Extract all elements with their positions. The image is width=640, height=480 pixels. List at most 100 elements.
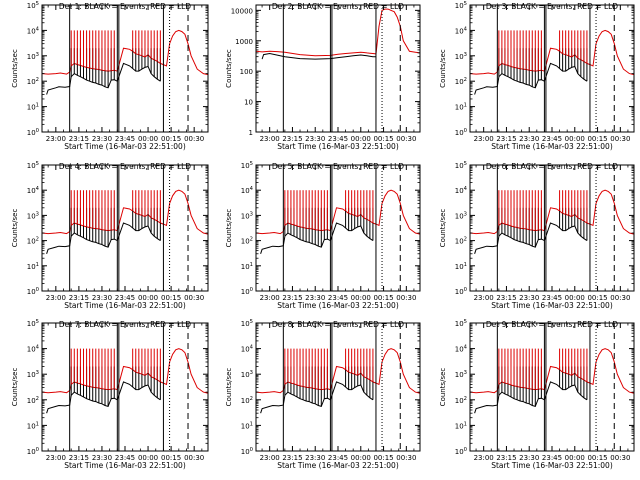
y-tick-label: 102 <box>455 237 467 246</box>
y-axis-label: Counts/sec <box>225 368 233 407</box>
x-tick-label: 23:30 <box>305 454 325 462</box>
x-tick-label: 23:00 <box>260 135 280 143</box>
y-tick-label: 10000 <box>231 7 253 15</box>
x-tick-label: 00:15 <box>587 454 607 462</box>
panel-title: Det 4: BLACK = Events, RED = LLD <box>59 162 191 171</box>
plot-frame <box>469 322 635 452</box>
y-tick-label: 100 <box>27 128 39 137</box>
y-tick-label: 100 <box>241 287 253 296</box>
y-tick-label: 105 <box>27 161 39 170</box>
y-tick-label: 101 <box>455 103 467 112</box>
x-tick-label: 00:15 <box>587 294 607 302</box>
plot-frame <box>469 164 635 292</box>
x-tick-label: 23:00 <box>46 454 66 462</box>
x-tick-label: 23:00 <box>260 454 280 462</box>
y-tick-label: 102 <box>27 77 39 86</box>
plot-area <box>256 5 420 132</box>
x-tick-label: 00:00 <box>351 294 371 302</box>
y-tick-label: 104 <box>241 186 254 195</box>
x-tick-label: 23:15 <box>496 294 516 302</box>
y-axis-label: Counts/sec <box>11 209 19 248</box>
series-line-events <box>474 222 588 254</box>
y-tick-label: 100 <box>240 68 253 76</box>
y-tick-label: 100 <box>241 447 253 456</box>
series-line-lld <box>42 29 208 76</box>
plot-frame <box>41 164 209 292</box>
x-tick-label: 00:00 <box>565 454 585 462</box>
plot-area <box>42 5 208 132</box>
x-tick-label: 23:30 <box>92 294 112 302</box>
x-axis-label: Start Time (16-Mar-03 22:51:00) <box>64 142 186 151</box>
y-tick-label: 101 <box>241 262 253 271</box>
series-line-lld <box>470 29 634 76</box>
panel-title: Det 7: BLACK = Events, RED = LLD <box>59 320 191 329</box>
y-tick-label: 103 <box>455 52 467 61</box>
y-axis-label: Counts/sec <box>439 209 447 248</box>
plot-area <box>42 323 208 451</box>
panel-title: Det 5: BLACK = Events, RED = LLD <box>272 162 404 171</box>
x-tick-label: 23:15 <box>282 294 302 302</box>
plot-frame <box>469 4 635 133</box>
x-tick-label: 23:15 <box>282 135 302 143</box>
y-tick-label: 103 <box>27 370 39 379</box>
x-tick-label: 00:00 <box>565 135 585 143</box>
x-tick-label: 00:00 <box>138 294 158 302</box>
x-axis-label: Start Time (16-Mar-03 22:51:00) <box>491 301 613 310</box>
series-line-lld <box>42 348 208 394</box>
y-tick-label: 1000 <box>235 38 253 46</box>
x-axis-label: Start Time (16-Mar-03 22:51:00) <box>64 301 186 310</box>
series-line-lld <box>256 189 420 235</box>
x-tick-label: 00:15 <box>161 454 181 462</box>
y-axis-label: Counts/sec <box>439 368 447 407</box>
x-tick-label: 23:45 <box>542 294 562 302</box>
x-tick-label: 23:00 <box>46 294 66 302</box>
x-tick-label: 00:00 <box>565 294 585 302</box>
y-tick-label: 10 <box>244 99 253 107</box>
panel-title: Det 3: BLACK = Events, RED = LLD <box>486 2 618 11</box>
x-tick-label: 00:30 <box>184 135 204 143</box>
x-axis-label: Start Time (16-Mar-03 22:51:00) <box>64 461 186 470</box>
x-tick-label: 00:30 <box>610 294 630 302</box>
panel-title: Det 1: BLACK = Events, RED = LLD <box>59 2 191 11</box>
y-tick-label: 103 <box>455 370 467 379</box>
x-tick-label: 00:15 <box>373 294 393 302</box>
x-tick-label: 23:30 <box>519 454 539 462</box>
x-tick-label: 23:45 <box>115 135 135 143</box>
x-tick-label: 23:15 <box>282 454 302 462</box>
y-tick-label: 101 <box>241 421 253 430</box>
series-line-events <box>474 381 588 414</box>
x-axis-label: Start Time (16-Mar-03 22:51:00) <box>277 301 399 310</box>
x-tick-label: 00:00 <box>351 135 371 143</box>
x-tick-label: 23:45 <box>542 135 562 143</box>
x-axis-label: Start Time (16-Mar-03 22:51:00) <box>491 142 613 151</box>
x-tick-label: 00:00 <box>138 454 158 462</box>
y-tick-label: 104 <box>27 186 40 195</box>
plot-area <box>470 5 634 132</box>
y-tick-label: 104 <box>27 26 40 35</box>
x-tick-label: 23:00 <box>474 135 494 143</box>
y-tick-label: 103 <box>241 211 253 220</box>
y-tick-label: 102 <box>27 396 39 405</box>
y-axis-label: Counts/sec <box>439 49 447 88</box>
x-tick-label: 23:00 <box>260 294 280 302</box>
x-tick-label: 23:15 <box>496 454 516 462</box>
plot-frame <box>255 322 421 452</box>
x-tick-label: 23:30 <box>92 454 112 462</box>
y-axis-label: Counts/sec <box>11 368 19 407</box>
x-tick-label: 23:00 <box>46 135 66 143</box>
series-line-lld <box>470 348 634 394</box>
plot-area <box>470 165 634 291</box>
x-tick-label: 00:30 <box>396 454 416 462</box>
x-tick-label: 23:45 <box>542 454 562 462</box>
plot-area <box>256 323 420 451</box>
y-tick-label: 104 <box>455 345 468 354</box>
y-tick-label: 103 <box>241 370 253 379</box>
y-tick-label: 102 <box>455 396 467 405</box>
y-tick-label: 100 <box>455 447 467 456</box>
x-tick-label: 23:15 <box>496 135 516 143</box>
